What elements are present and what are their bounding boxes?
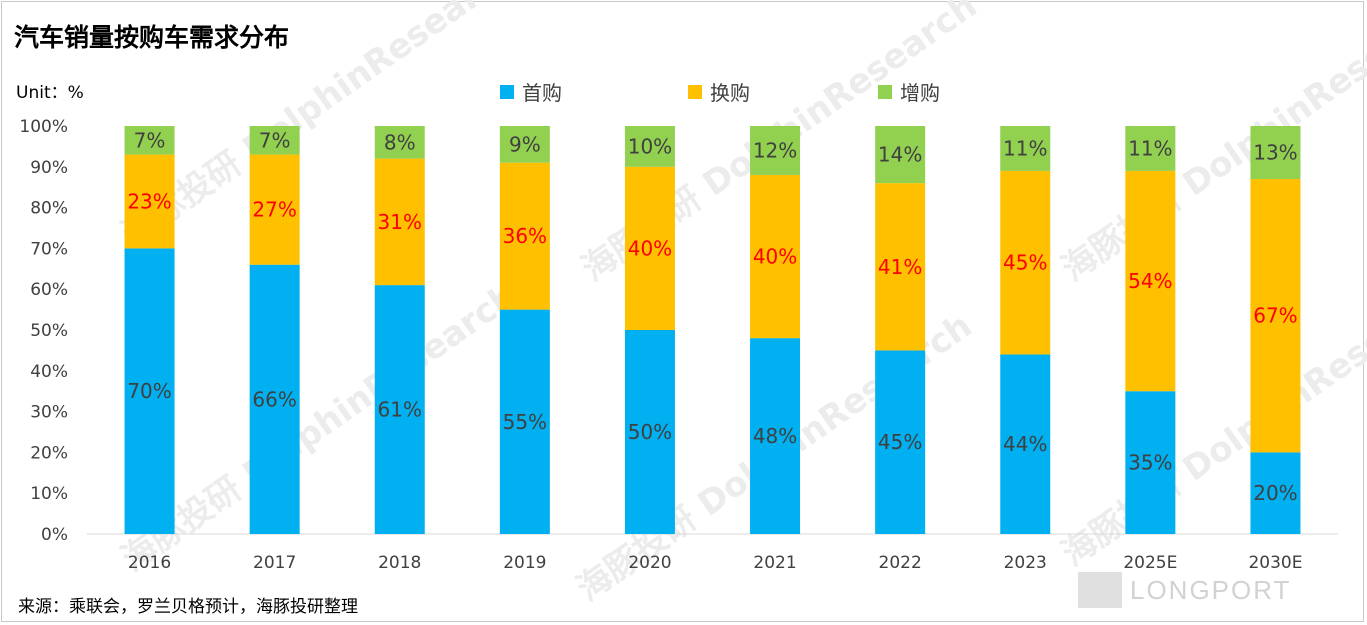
data-label-add: 14% [878,143,922,167]
legend-item-first: 首购 [500,77,562,106]
bar-replace [1000,170,1051,355]
x-tick-label: 2018 [378,553,421,573]
bar-add [374,126,425,159]
bar-replace [124,154,175,249]
y-tick-label: 0% [41,525,68,545]
legend-label-replace: 换购 [710,81,750,105]
y-tick-label: 20% [30,443,68,463]
bar-first [499,309,550,534]
legend-swatch-first [500,84,514,99]
bar-first [249,264,300,534]
bar-replace [624,166,675,330]
bar-first [124,248,175,534]
data-label-replace: 67% [1253,304,1297,328]
data-label-add: 8% [384,130,416,154]
data-label-add: 12% [753,138,797,162]
bar-add [875,126,926,184]
x-tick-label: 2025E [1123,553,1177,573]
brand-logo-block [1078,572,1122,608]
legend-swatch-add [878,84,892,99]
bar-add [499,126,550,163]
data-label-add: 10% [628,134,672,158]
data-label-first: 35% [1128,451,1172,475]
data-label-replace: 31% [378,210,422,234]
data-label-first: 70% [127,379,171,403]
x-tick-label: 2017 [253,553,296,573]
chart-title: 汽车销量按购车需求分布 [14,23,290,52]
bar-first [374,285,425,534]
bar-add [1250,126,1301,180]
data-label-add: 13% [1253,141,1297,165]
y-tick-label: 100% [19,117,68,137]
x-tick-label: 2021 [753,553,796,573]
x-tick-label: 2022 [879,553,922,573]
data-label-replace: 54% [1128,269,1172,293]
bar-add [750,126,801,175]
x-tick-label: 2016 [128,553,171,573]
legend-label-first: 首购 [522,81,562,105]
bar-replace [374,158,425,286]
bar-replace [875,183,926,351]
bar-add [624,126,675,167]
data-label-first: 48% [753,424,797,448]
bar-first [750,338,801,534]
legend-label-add: 增购 [900,81,940,105]
bar-first [1250,452,1301,534]
bar-add [124,126,175,155]
bar-add [249,126,300,155]
y-tick-label: 40% [30,362,68,382]
data-label-first: 20% [1253,481,1297,505]
data-label-first: 66% [252,387,296,411]
bar-first [1125,391,1176,534]
bar-replace [750,174,801,339]
bar-first [624,330,675,534]
data-label-add: 9% [509,132,541,156]
bar-replace [249,154,300,265]
y-tick-label: 30% [30,403,68,423]
data-label-add: 7% [134,128,166,152]
y-tick-label: 10% [30,484,68,504]
data-label-replace: 27% [252,198,296,222]
bar-first [875,350,926,534]
y-tick-label: 80% [30,199,68,219]
data-label-replace: 40% [753,245,797,269]
x-tick-label: 2020 [628,553,671,573]
bar-add [1125,126,1176,171]
data-label-first: 55% [503,410,547,434]
data-label-add: 11% [1003,136,1047,160]
data-label-replace: 40% [628,236,672,260]
data-label-first: 61% [378,398,422,422]
data-label-replace: 36% [503,224,547,248]
y-tick-label: 70% [30,239,68,259]
data-label-replace: 45% [1003,251,1047,275]
y-tick-label: 50% [30,321,68,341]
data-label-first: 45% [878,430,922,454]
legend-item-replace: 换购 [688,77,750,106]
data-label-first: 50% [628,420,672,444]
legend-item-add: 增购 [878,77,940,106]
data-label-add: 7% [259,128,291,152]
bar-first [1000,354,1051,534]
bar-add [1000,126,1051,171]
y-tick-label: 60% [30,280,68,300]
x-tick-label: 2023 [1004,553,1047,573]
data-label-replace: 41% [878,255,922,279]
unit-label: Unit：% [16,83,84,103]
data-label-add: 11% [1128,136,1172,160]
bar-replace [499,162,550,310]
bar-replace [1125,170,1176,392]
x-tick-label: 2030E [1248,553,1302,573]
data-label-replace: 23% [127,189,171,213]
data-label-first: 44% [1003,432,1047,456]
x-tick-label: 2019 [503,553,546,573]
legend-swatch-replace [688,84,702,99]
y-tick-label: 90% [30,158,68,178]
bar-replace [1250,179,1301,453]
source-note: 来源：乘联会，罗兰贝格预计，海豚投研整理 [18,597,358,617]
brand-logo: LONGPORT [1130,575,1292,605]
